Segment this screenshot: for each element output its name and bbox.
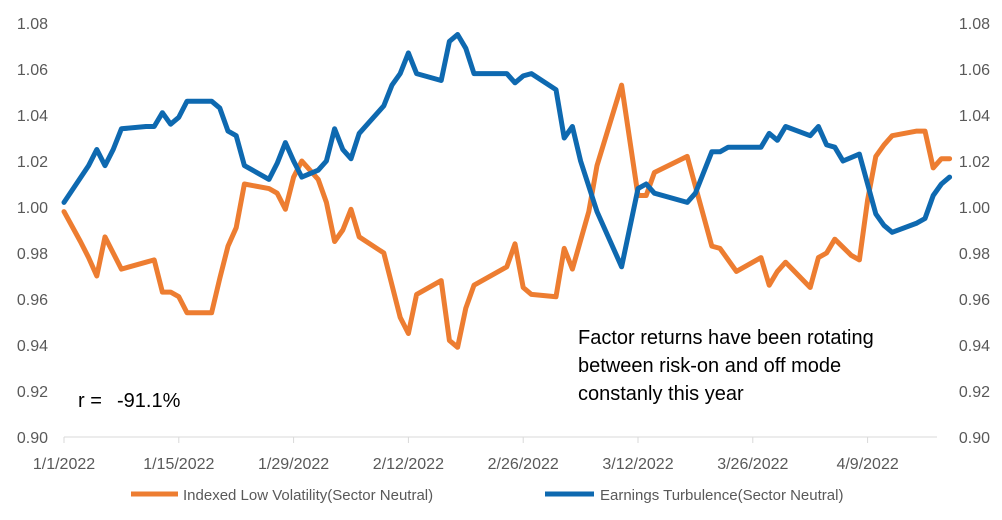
y-left-tick-label: 0.90 <box>17 430 48 447</box>
x-tick-label: 2/12/2022 <box>373 456 444 473</box>
correlation-label: r = -91.1% <box>78 390 181 412</box>
legend-item-earnings-turbulence: Earnings Turbulence(Sector Neutral) <box>545 487 843 504</box>
x-axis-ticks: 1/1/2022 1/15/2022 1/29/2022 2/12/2022 2/26/… <box>33 437 899 473</box>
y-right-tick-label: 0.96 <box>959 292 990 309</box>
series-lines <box>61 32 953 350</box>
annotation-text: Factor returns have been rotating betwee… <box>578 327 874 405</box>
y-left-tick-label: 0.92 <box>17 384 48 401</box>
series-line-low-volatility <box>61 82 953 350</box>
legend: Indexed Low Volatility(Sector Neutral) E… <box>131 487 843 504</box>
y-right-tick-label: 1.02 <box>959 154 990 171</box>
y-axis-left-labels: 0.90 0.92 0.94 0.96 0.98 1.00 1.02 1.04 1.06 1.08 <box>17 16 48 447</box>
y-right-tick-label: 1.00 <box>959 200 990 217</box>
y-right-tick-label: 0.92 <box>959 384 990 401</box>
legend-item-low-volatility: Indexed Low Volatility(Sector Neutral) <box>131 487 433 504</box>
y-right-tick-label: 1.04 <box>959 108 990 125</box>
y-left-tick-label: 1.02 <box>17 154 48 171</box>
y-right-tick-label: 0.98 <box>959 246 990 263</box>
annotation-line-1: Factor returns have been rotating <box>578 327 874 349</box>
y-left-tick-label: 0.96 <box>17 292 48 309</box>
x-tick-label: 2/26/2022 <box>488 456 559 473</box>
y-axis-right-labels: 0.90 0.92 0.94 0.96 0.98 1.00 1.02 1.04 1.06 1.08 <box>959 16 990 447</box>
correlation-prefix: r = <box>78 390 102 412</box>
y-right-tick-label: 1.08 <box>959 16 990 33</box>
y-left-tick-label: 0.94 <box>17 338 48 355</box>
y-right-tick-label: 1.06 <box>959 62 990 79</box>
y-right-tick-label: 0.94 <box>959 338 990 355</box>
annotation-line-3: constanly this year <box>578 383 744 405</box>
x-tick-label: 4/9/2022 <box>836 456 898 473</box>
x-tick-label: 1/15/2022 <box>143 456 214 473</box>
y-left-tick-label: 1.00 <box>17 200 48 217</box>
y-left-tick-label: 1.06 <box>17 62 48 79</box>
y-left-tick-label: 0.98 <box>17 246 48 263</box>
y-right-tick-label: 0.90 <box>959 430 990 447</box>
x-tick-label: 1/1/2022 <box>33 456 95 473</box>
legend-label-low-volatility: Indexed Low Volatility(Sector Neutral) <box>183 487 433 504</box>
x-tick-label: 1/29/2022 <box>258 456 329 473</box>
series-line-earnings-turbulence <box>61 32 953 270</box>
y-left-tick-label: 1.04 <box>17 108 48 125</box>
legend-label-earnings-turbulence: Earnings Turbulence(Sector Neutral) <box>600 487 843 504</box>
correlation-value: -91.1% <box>117 390 181 412</box>
axes: 1/1/2022 1/15/2022 1/29/2022 2/12/2022 2/26/… <box>17 16 990 473</box>
x-tick-label: 3/12/2022 <box>602 456 673 473</box>
annotation-line-2: between risk-on and off mode <box>578 355 841 377</box>
x-tick-label: 3/26/2022 <box>717 456 788 473</box>
y-left-tick-label: 1.08 <box>17 16 48 33</box>
